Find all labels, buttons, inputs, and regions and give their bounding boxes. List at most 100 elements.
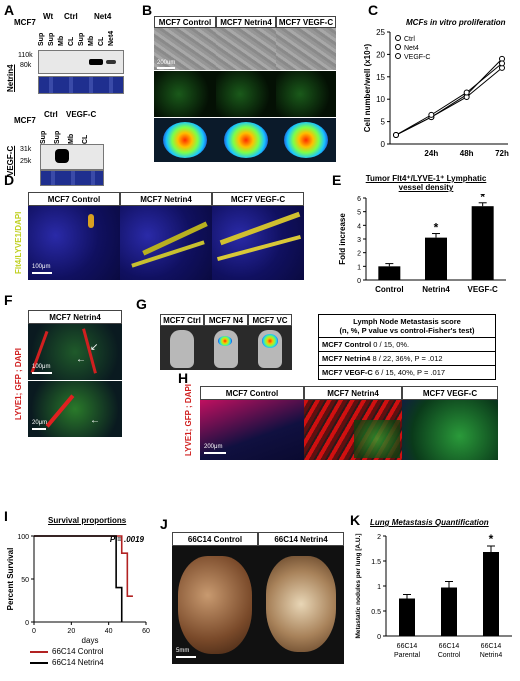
scale-bar-h <box>204 452 226 454</box>
series-line <box>395 62 503 136</box>
marker-25k: 25k <box>20 158 32 165</box>
panel-B-label: B <box>142 2 153 18</box>
panel-J-label: J <box>160 516 168 532</box>
lane-label: Mb <box>88 35 95 46</box>
lane-label: CL <box>68 36 75 46</box>
western-blot-vegfc <box>40 144 104 170</box>
lane-label: Sup <box>54 130 61 144</box>
side-label-d: Flt4/LYVE1/DAPI <box>14 211 23 274</box>
phase-image-control <box>154 28 216 70</box>
data-point <box>463 89 470 96</box>
y-axis-label: Cell number/well (x10⁴) <box>363 43 372 132</box>
y-axis-label: Metastatic nodules per lung [A.U.] <box>355 533 362 638</box>
legend-label: Ctrl <box>404 36 415 43</box>
bar <box>441 587 457 636</box>
x-tick-label: VEGF-C <box>468 285 498 294</box>
panel-I-label: I <box>4 508 8 524</box>
mouse-image-vc <box>248 326 292 370</box>
gfp-image-control <box>154 71 216 117</box>
bar <box>425 237 447 280</box>
header-j-control: 66C14 Control <box>172 532 258 546</box>
y-tick-label: 5 <box>357 210 361 217</box>
chart-K: 0 0.5 1 1.5 2 Metastatic nodules per lung [A.… <box>355 532 512 659</box>
marker-80k: 80k <box>20 62 32 69</box>
lane-labels: Sup Sup Mb CL Sup Mb CL Net4 <box>38 22 118 48</box>
legend-marker <box>395 35 401 41</box>
cell-line-label: MCF7 <box>14 18 36 27</box>
header-netrin4: MCF7 Netrin4 <box>216 16 276 28</box>
header-d-netrin4: MCF7 Netrin4 <box>120 192 212 206</box>
y-tick-label: 0.5 <box>371 609 381 616</box>
y-tick-label: 6 <box>357 196 361 203</box>
legend-label: 66C14 Netrin4 <box>52 658 104 667</box>
header-j-netrin4: 66C14 Netrin4 <box>258 532 344 546</box>
y-tick-label: 2 <box>377 534 381 541</box>
gfp-image-netrin4 <box>216 71 276 117</box>
chart-C: 0 5 10 15 20 25 24h 48h 72h Cell number/well (x10… <box>363 28 509 158</box>
scale-bar-f-bottom <box>32 428 46 430</box>
data-point <box>393 132 399 139</box>
y-tick-label: 10 <box>376 95 385 104</box>
y-tick-label: 1 <box>377 584 381 591</box>
y-tick-label: 0 <box>357 278 361 285</box>
survival-curve <box>34 535 123 622</box>
legend-swatch <box>30 650 48 653</box>
header-h-control: MCF7 Control <box>200 386 304 400</box>
panel-C-label: C <box>368 2 379 18</box>
x-tick-label: 66C14 Control <box>438 643 461 659</box>
lane-label: CL <box>98 36 105 46</box>
legend-label: VEGF-C <box>404 54 430 61</box>
legend-marker <box>395 53 401 59</box>
significance-star: * <box>434 221 439 235</box>
chart-I-legend: 66C14 Control 66C14 Netrin4 <box>30 646 160 668</box>
side-label-h: LYVE1; GFP ; DAPI <box>184 383 193 456</box>
panel-E-label: E <box>332 172 342 188</box>
lane-label: Mb <box>58 35 65 46</box>
y-tick-label: 3 <box>357 237 361 244</box>
x-tick-label: 0 <box>32 628 36 635</box>
if-image-control <box>28 206 120 280</box>
x-tick-label: 20 <box>67 628 75 635</box>
group-vegfc: VEGF-C <box>66 110 97 119</box>
lane-label: Sup <box>40 130 47 144</box>
y-tick-label: 50 <box>21 577 29 584</box>
panel-D-label: D <box>4 172 15 188</box>
series-line <box>395 67 503 136</box>
bar <box>378 266 401 280</box>
lung-image-netrin4 <box>258 546 344 664</box>
chart-I-title: Survival proportions <box>48 516 127 525</box>
header-h-vegfc: MCF7 VEGF-C <box>402 386 498 400</box>
if-image-f-bottom: ← <box>28 381 122 437</box>
mouse-image-n4 <box>204 326 248 370</box>
table-row: MCF7 VEGF-C 6 / 15, 40%, P = .017 <box>318 365 496 380</box>
scale-bar-f-top <box>32 372 52 374</box>
x-tick-label: 72h <box>495 149 509 158</box>
x-tick-label: Netrin4 <box>422 285 450 294</box>
y-tick-label: 0 <box>25 620 29 627</box>
x-tick-label: 24h <box>424 149 438 158</box>
p-value-annotation: P = .0019 <box>110 535 145 544</box>
header-g-ctrl: MCF7 Ctrl <box>160 314 204 326</box>
y-tick-label: 100 <box>17 534 29 541</box>
header-d-vegfc: MCF7 VEGF-C <box>212 192 304 206</box>
y-tick-label: 1 <box>357 264 361 271</box>
marker-31k: 31k <box>20 146 32 153</box>
group-wt: Wt <box>43 12 54 21</box>
luminescence-vegfc <box>276 118 336 162</box>
lung-image-control <box>172 546 258 664</box>
y-tick-label: 1.5 <box>371 559 381 566</box>
scale-label-f-top: 100μm <box>32 364 51 370</box>
header-h-netrin4: MCF7 Netrin4 <box>304 386 402 400</box>
data-point <box>499 60 505 67</box>
chart-K-title: Lung Metastasis Quantification <box>370 518 489 527</box>
panel-K-label: K <box>350 512 361 528</box>
table-row: MCF7 Control 0 / 15, 0%. <box>318 337 496 352</box>
header-vegfc: MCF7 VEGF-C <box>276 16 336 28</box>
scale-label-b: 200um <box>157 60 176 66</box>
scale-label-j: 5mm <box>176 648 190 654</box>
legend-swatch <box>30 661 48 664</box>
lymph-image-netrin4 <box>304 400 402 460</box>
bar <box>471 206 494 280</box>
panel-H-label: H <box>178 370 189 386</box>
panel-A-label: A <box>4 2 15 18</box>
